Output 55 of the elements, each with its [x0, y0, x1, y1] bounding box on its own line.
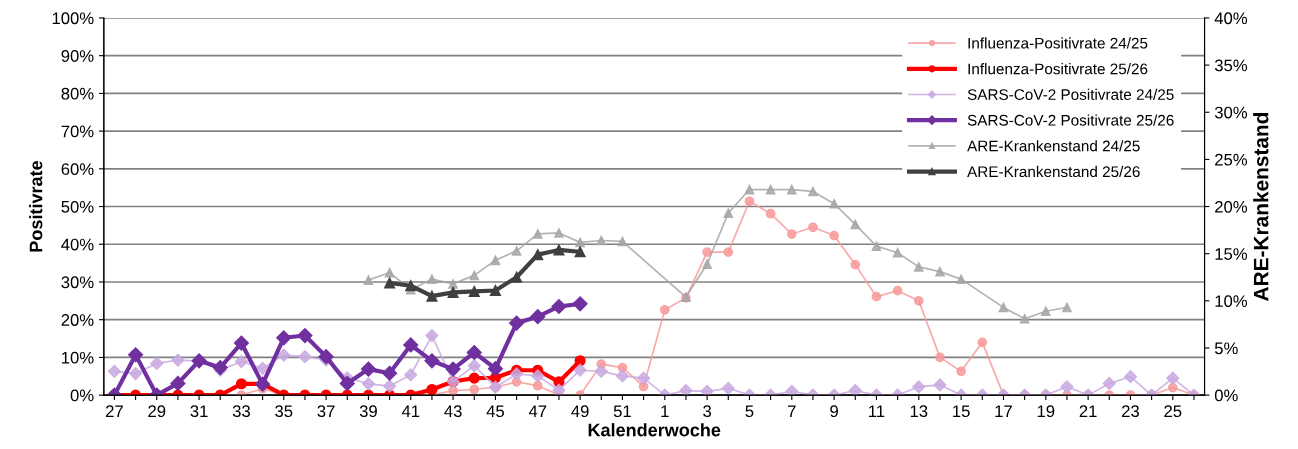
legend-label: ARE-Krankenstand 25/26: [967, 165, 1140, 178]
x-tick-label: 47: [528, 405, 547, 417]
x-tick-label: 7: [788, 405, 796, 417]
x-tick-label: 15: [953, 405, 970, 418]
y-axis-title: Positivrate: [29, 160, 43, 252]
y2-tick-label: 30%: [1214, 106, 1248, 119]
x-tick-label: 9: [830, 405, 838, 418]
x-tick-label: 1: [661, 405, 669, 417]
y2-tick-label: 15%: [1215, 248, 1248, 260]
x-tick-label: 31: [190, 405, 208, 418]
x-axis-title: Kalenderwoche: [588, 423, 721, 437]
x-tick-label: 29: [148, 405, 166, 418]
y-tick-label: 70%: [61, 125, 94, 138]
y2-tick-label: 20%: [1215, 200, 1248, 213]
x-tick-label: 51: [613, 405, 631, 418]
x-tick-label: 21: [1079, 405, 1097, 417]
x-tick-label: 19: [1037, 405, 1055, 418]
y2-tick-label: 40%: [1214, 12, 1248, 25]
y2-axis-title: ARE-Krankenstand: [1253, 112, 1269, 301]
x-tick-label: 13: [910, 405, 928, 418]
x-tick-label: 41: [401, 405, 420, 417]
x-tick-label: 27: [105, 405, 123, 417]
x-tick-label: 5: [745, 405, 754, 418]
x-tick-label: 17: [995, 405, 1012, 417]
x-tick-label: 45: [486, 405, 505, 418]
y-tick-label: 0%: [70, 389, 94, 402]
y-tick-label: 50%: [61, 200, 94, 213]
x-tick-label: 39: [359, 405, 377, 418]
y-tick-label: 100%: [52, 12, 94, 25]
y-tick-label: 20%: [61, 314, 94, 326]
y2-tick-label: 0%: [1214, 389, 1238, 402]
x-tick-label: 11: [869, 405, 885, 417]
x-tick-label: 37: [317, 405, 335, 418]
x-tick-label: 35: [275, 405, 293, 418]
x-tick-label: 33: [232, 405, 250, 418]
y2-tick-label: 25%: [1215, 153, 1248, 166]
y-tick-label: 60%: [61, 163, 94, 176]
legend-label: SARS-CoV-2 Positivrate 24/25: [967, 88, 1174, 100]
legend-label: SARS-CoV-2 Positivrate 25/26: [967, 114, 1174, 126]
x-tick-label: 43: [444, 405, 462, 418]
y-tick-label: 10%: [62, 351, 94, 364]
legend-label: ARE-Krankenstand 24/25: [967, 140, 1140, 152]
x-tick-label: 49: [571, 405, 589, 418]
y2-tick-label: 10%: [1215, 295, 1248, 308]
y2-tick-label: 5%: [1214, 342, 1238, 355]
y-tick-label: 30%: [61, 276, 94, 289]
y2-tick-label: 35%: [1214, 59, 1248, 72]
x-tick-label: 23: [1122, 405, 1139, 418]
legend-label: Influenza-Positivrate 24/25: [968, 37, 1148, 49]
y-tick-label: 90%: [61, 50, 94, 62]
x-tick-label: 3: [703, 405, 712, 418]
legend-label: Influenza-Positivrate 25/26: [968, 63, 1148, 75]
y-tick-label: 40%: [61, 238, 94, 251]
x-tick-label: 25: [1164, 405, 1182, 418]
y-tick-label: 80%: [61, 87, 94, 100]
